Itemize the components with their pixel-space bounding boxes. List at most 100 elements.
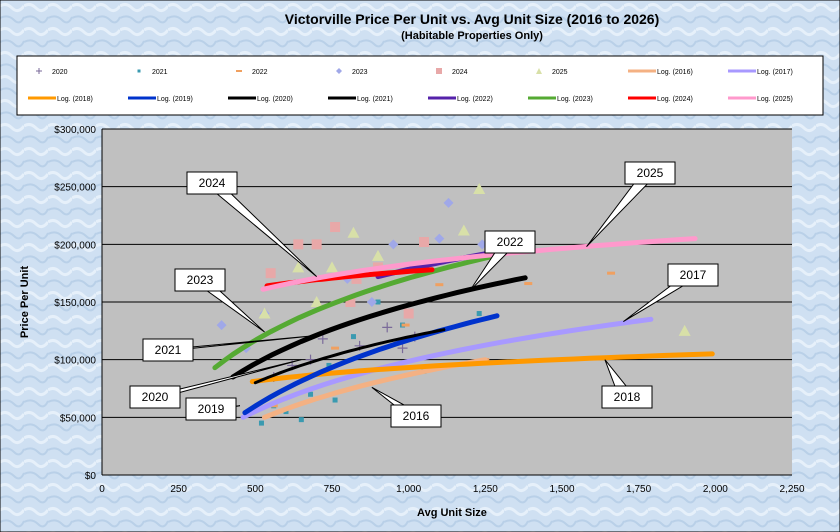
x-tick-label: 0	[99, 484, 105, 495]
data-point-2024	[351, 273, 362, 284]
legend-label: Log. (2025)	[757, 96, 793, 103]
trendlines	[212, 236, 715, 420]
x-tick-label: 2,250	[779, 484, 804, 495]
x-axis-label: Avg Unit Size	[417, 507, 487, 519]
y-tick-label: $0	[85, 471, 97, 482]
callout-box	[186, 171, 238, 195]
legend-marker-2024	[436, 68, 442, 74]
data-point-2021	[298, 417, 304, 423]
data-point-2020	[317, 333, 328, 344]
data-point-2025	[326, 261, 338, 273]
legend-label: Log. (2019)	[157, 96, 193, 103]
chart-title: Victorville Price Per Unit vs. Avg Unit …	[285, 11, 660, 27]
trendline-2025	[260, 236, 698, 292]
data-point-2023	[366, 297, 377, 307]
legend-marker-2022	[236, 70, 242, 72]
data-point-2021	[476, 311, 482, 317]
x-tick-label: 1,500	[549, 484, 574, 495]
data-point-2022	[331, 346, 340, 350]
callout-box	[601, 385, 653, 409]
trendline-2023	[212, 253, 498, 371]
data-point-2025	[258, 307, 271, 319]
x-tick-label: 750	[324, 484, 341, 495]
x-tick-label: 2,000	[703, 484, 728, 495]
data-point-2024	[403, 308, 414, 319]
callout-label: 2016	[403, 409, 430, 423]
callout-box	[142, 338, 194, 362]
callout-box	[129, 385, 181, 409]
x-tick-label: 500	[247, 484, 264, 495]
callout-box	[174, 268, 226, 292]
legend-marker-2020	[36, 68, 42, 74]
legend-label: 2020	[52, 69, 68, 76]
data-point-2021	[326, 362, 332, 368]
y-tick-label: $250,000	[54, 183, 96, 194]
data-point-2024	[345, 297, 356, 307]
callout-label: 2025	[637, 166, 664, 180]
callout-box	[484, 230, 536, 254]
callout-label: 2018	[614, 390, 641, 404]
chart-subtitle: (Habitable Properties Only)	[401, 30, 543, 42]
data-point-2023	[216, 320, 227, 331]
callout-label: 2024	[199, 176, 226, 190]
legend-label: Log. (2022)	[457, 96, 493, 103]
callout-label: 2017	[680, 268, 707, 282]
legend-label: 2024	[452, 69, 468, 76]
trendline-2020	[253, 328, 446, 385]
legend-label: Log. (2018)	[57, 96, 93, 103]
legend-label: Log. (2021)	[357, 96, 393, 103]
data-point-2022	[607, 271, 616, 275]
data-point-2021	[332, 397, 338, 403]
callout-box	[667, 263, 719, 287]
x-tick-label: 1,250	[473, 484, 498, 495]
legend-label: Log. (2016)	[657, 69, 693, 76]
data-point-2024	[311, 239, 322, 250]
data-point-2024	[330, 222, 341, 233]
y-axis-label: Price Per Unit	[19, 266, 31, 338]
data-point-2021	[258, 420, 264, 426]
callout-label: 2021	[155, 343, 182, 357]
data-point-2025	[372, 249, 384, 261]
x-tick-label: 1,000	[396, 484, 421, 495]
x-tick-label: 1,750	[626, 484, 651, 495]
callout-label: 2019	[198, 402, 225, 416]
y-tick-label: $100,000	[54, 356, 96, 367]
x-tick-label: 250	[170, 484, 187, 495]
data-point-2023	[388, 239, 399, 250]
callout-label: 2023	[187, 273, 214, 287]
data-point-2020	[382, 322, 393, 333]
data-point-2024	[265, 268, 276, 279]
trendline-2019	[242, 313, 500, 416]
data-point-2025	[347, 226, 360, 238]
legend-label: 2022	[252, 69, 268, 76]
legend-marker-2021	[137, 69, 141, 73]
y-tick-label: $150,000	[54, 298, 96, 309]
data-point-2022	[401, 323, 410, 327]
data-point-2025	[292, 261, 305, 273]
data-point-2023	[443, 197, 454, 208]
legend-label: 2021	[152, 69, 168, 76]
callout-box	[624, 161, 676, 185]
legend-label: Log. (2023)	[557, 96, 593, 103]
legend-marker-2025	[536, 68, 542, 74]
legend-box	[16, 55, 824, 116]
data-point-2021	[308, 391, 314, 397]
tick-labels: $0 $50,000 $100,000 $150,000 $200,000 $250,00…	[54, 125, 805, 495]
trendline-2018	[249, 351, 715, 385]
data-point-2025	[678, 324, 691, 336]
legend-label: Log. (2024)	[657, 96, 693, 103]
callout-label: 2022	[497, 235, 524, 249]
callouts: 2024 2025 2022 2023 2017 2021 2020 2019 2016 2018	[129, 161, 719, 428]
data-point-2021	[375, 299, 381, 305]
data-point-2024	[293, 239, 304, 250]
callout-label: 2020	[142, 390, 169, 404]
trendline-2021	[230, 275, 528, 380]
legend: 2020 2021 2022 2023 2024 2025 Log. (2016) Log. …	[28, 68, 793, 103]
trendline-2017	[240, 316, 654, 420]
callout-box	[185, 397, 237, 421]
data-point-2024	[419, 237, 429, 248]
y-tick-label: $200,000	[54, 240, 96, 251]
legend-label: Log. (2020)	[257, 96, 293, 103]
legend-label: Log. (2017)	[757, 69, 793, 76]
